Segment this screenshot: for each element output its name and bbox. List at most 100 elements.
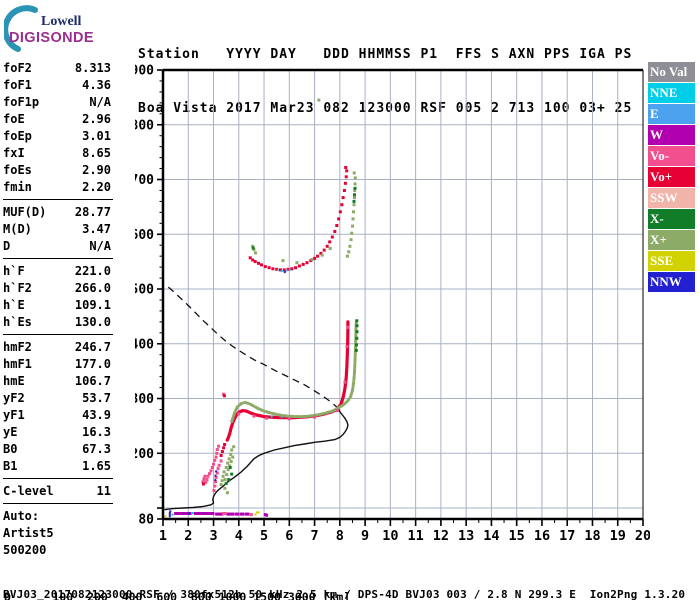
y-axis-tick-label: 400 (135, 337, 154, 352)
legend-item: E (648, 104, 695, 124)
param-label: yE (3, 425, 18, 439)
d-distance-row: D 100 200 400 600 800 1000 1500 3000 [km… (4, 590, 351, 600)
legend-item: X- (648, 209, 695, 229)
param-row: h`E 109.1 (3, 297, 111, 314)
param-label: foEp (3, 129, 32, 143)
legend-item: SSW (648, 188, 695, 208)
param-label: hmF1 (3, 357, 32, 371)
param-row: B1 1.65 (3, 458, 111, 475)
x-axis-tick-label: 4 (235, 528, 243, 544)
param-row: yF2 53.7 (3, 390, 111, 407)
legend-item: W (648, 125, 695, 145)
param-row: foEs 2.90 (3, 162, 111, 179)
param-label: yF1 (3, 408, 25, 422)
param-value: 8.313 (74, 61, 111, 75)
param-row: yF1 43.9 (3, 407, 111, 424)
ionogram-chart-svg: 9008007006005004003002008012345678910111… (131, 64, 652, 545)
param-row: h`F 221.0 (3, 263, 111, 280)
param-row: foE 2.96 (3, 111, 111, 128)
legend-item: Vo+ (648, 167, 695, 187)
x-axis-tick-label: 19 (610, 528, 626, 544)
y-axis-tick-label: 900 (135, 64, 154, 79)
param-label: B0 (3, 442, 18, 456)
legend-item: X+ (648, 230, 695, 250)
param-value: 2.90 (82, 163, 111, 177)
param-label: h`E (3, 298, 25, 312)
param-row: C-level 11 (3, 483, 111, 500)
auto-line: 500200 (3, 543, 47, 557)
param-label: M(D) (3, 222, 32, 236)
param-value: 130.0 (74, 315, 111, 329)
x-axis-tick-label: 12 (433, 528, 449, 544)
ionogram-plot: 9008007006005004003002008012345678910111… (131, 58, 652, 550)
x-axis-tick-label: 3 (209, 528, 217, 544)
param-value: 2.20 (82, 180, 111, 194)
section-divider (3, 334, 113, 335)
param-label: foF1p (3, 95, 40, 109)
param-label: foEs (3, 163, 32, 177)
param-value: 109.1 (74, 298, 111, 312)
param-value: N/A (89, 239, 111, 253)
param-row: foF2 8.313 (3, 60, 111, 77)
x-axis-tick-label: 18 (584, 528, 600, 544)
x-axis-tick-label: 10 (382, 528, 398, 544)
auto-scaler-block: Auto: Artist5 500200 (3, 508, 115, 559)
station-header: Station YYYY DAY DDD HHMMSS P1 FFS S AXN… (138, 10, 632, 154)
x-axis-tick-label: 13 (458, 528, 474, 544)
doppler-direction-legend: No Val NNE E W Vo- Vo+ SSW X- X+ SSE NNW (648, 62, 695, 293)
legend-item: SSE (648, 251, 695, 271)
param-value: 266.0 (74, 281, 111, 295)
legend-item: NNW (648, 272, 695, 292)
lowell-digisonde-logo: Lowell DIGISONDE (4, 4, 136, 56)
param-label: fxI (3, 146, 25, 160)
param-value: 177.0 (74, 357, 111, 371)
header-line-1: Station YYYY DAY DDD HHMMSS P1 FFS S AXN… (138, 47, 633, 62)
param-label: foF1 (3, 78, 32, 92)
section-divider (3, 503, 113, 504)
param-value: 221.0 (74, 264, 111, 278)
param-row: hmF1 177.0 (3, 356, 111, 373)
auto-line: Artist5 (3, 526, 54, 540)
x-axis-tick-label: 11 (407, 528, 423, 544)
x-axis-tick-label: 8 (336, 528, 344, 544)
param-value: 1.65 (82, 459, 111, 473)
param-value: 67.3 (82, 442, 111, 456)
param-value: 106.7 (74, 374, 111, 388)
param-value: 246.7 (74, 340, 111, 354)
x-axis-tick-label: 17 (559, 528, 575, 544)
section-divider (3, 258, 113, 259)
y-axis-tick-label: 600 (135, 228, 154, 243)
dmuf-table: D 100 200 400 600 800 1000 1500 3000 [km… (4, 555, 357, 600)
x-axis-tick-label: 14 (483, 528, 499, 544)
x-axis-tick-label: 9 (361, 528, 369, 544)
param-label: foF2 (3, 61, 32, 75)
param-label: D (3, 239, 11, 253)
x-axis-tick-label: 5 (260, 528, 268, 544)
section-divider (3, 199, 113, 200)
param-row: MUF(D) 28.77 (3, 204, 111, 221)
param-value: 3.01 (82, 129, 111, 143)
auto-line: Auto: (3, 509, 40, 523)
y-axis-tick-label: 200 (135, 447, 154, 462)
logo-lowell-text: Lowell (41, 14, 82, 29)
param-label: hmF2 (3, 340, 32, 354)
parameter-panel: foF2 8.313 foF1 4.36 foF1p N/A foE 2.96 foEp 3.01… (3, 60, 115, 559)
param-value: 43.9 (82, 408, 111, 422)
param-value: 28.77 (74, 205, 111, 219)
section-divider (3, 478, 113, 479)
legend-item: Vo- (648, 146, 695, 166)
param-row: h`F2 266.0 (3, 280, 111, 297)
param-label: h`F (3, 264, 25, 278)
y-axis-tick-label: 300 (135, 392, 154, 407)
param-value: 16.3 (82, 425, 111, 439)
param-value: N/A (89, 95, 111, 109)
y-axis-tick-label: 80 (138, 513, 154, 528)
param-label: C-level (3, 484, 54, 498)
y-axis-tick-label: 700 (135, 173, 154, 188)
param-label: yF2 (3, 391, 25, 405)
logo-digisonde-text: DIGISONDE (9, 30, 94, 46)
x-axis-tick-label: 20 (635, 528, 650, 544)
param-value: 53.7 (82, 391, 111, 405)
param-value: 11 (96, 484, 111, 498)
param-row: D N/A (3, 238, 111, 255)
